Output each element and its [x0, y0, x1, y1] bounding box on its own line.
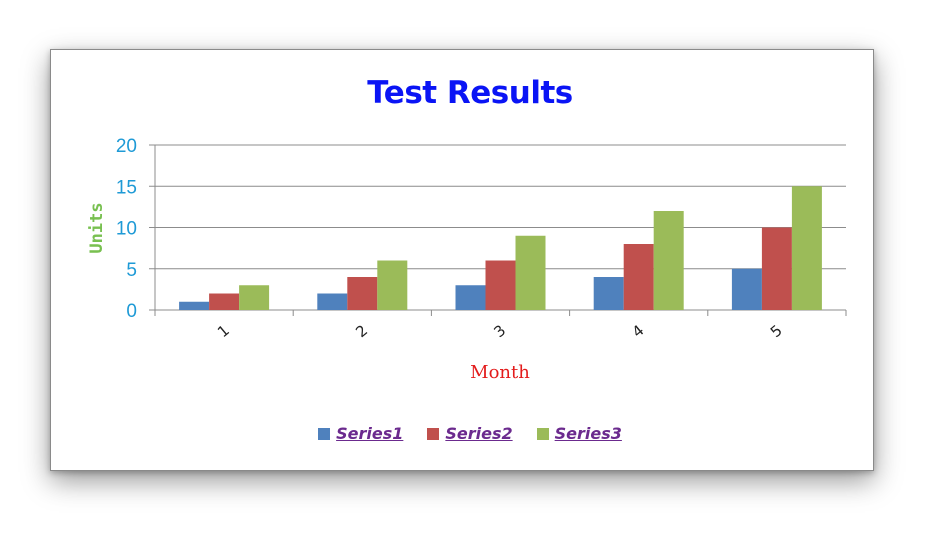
- bar-series1-3: [455, 285, 486, 310]
- y-tick-label: 10: [116, 219, 137, 240]
- legend-label[interactable]: Series1: [336, 424, 404, 443]
- y-tick-label: 5: [126, 260, 137, 281]
- bar-series1-2: [317, 293, 348, 310]
- bar-series3-2: [377, 260, 408, 310]
- chart-title: Test Results: [367, 75, 573, 111]
- y-axis-label: Units: [87, 202, 107, 253]
- y-tick-label: 15: [116, 177, 137, 198]
- chart-card: [50, 49, 874, 471]
- y-tick-label: 0: [126, 301, 137, 322]
- legend-swatch: [536, 427, 549, 440]
- bar-series3-4: [653, 211, 684, 310]
- bar-series3-1: [239, 285, 270, 310]
- legend-swatch: [318, 427, 331, 440]
- x-tick-label: 1: [214, 321, 233, 341]
- bar-series1-1: [179, 301, 210, 310]
- bar-series2-1: [209, 293, 240, 310]
- bar-series2-4: [623, 244, 654, 310]
- x-tick-label: 5: [767, 321, 786, 341]
- bar-series2-2: [347, 277, 378, 310]
- legend-swatch: [427, 427, 440, 440]
- bar-series1-4: [593, 277, 624, 310]
- legend-item-series1[interactable]: Series1: [318, 424, 403, 443]
- legend-item-series3[interactable]: Series3: [536, 424, 622, 443]
- bar-series3-3: [515, 235, 546, 310]
- bar-series2-3: [485, 260, 516, 310]
- bar-series1-5: [731, 268, 762, 310]
- x-tick-label: 4: [629, 321, 648, 341]
- legend-label[interactable]: Series3: [554, 424, 622, 443]
- chart-legend: Series1 Series2 Series3: [0, 424, 940, 443]
- bar-series3-5: [791, 186, 822, 310]
- bar-series2-5: [761, 227, 792, 310]
- legend-item-series2[interactable]: Series2: [427, 424, 513, 443]
- legend-label[interactable]: Series2: [445, 424, 513, 443]
- x-axis-label: Month: [470, 362, 530, 383]
- x-tick-label: 3: [490, 321, 509, 341]
- x-tick-label: 2: [352, 321, 371, 341]
- y-tick-label: 20: [116, 136, 137, 157]
